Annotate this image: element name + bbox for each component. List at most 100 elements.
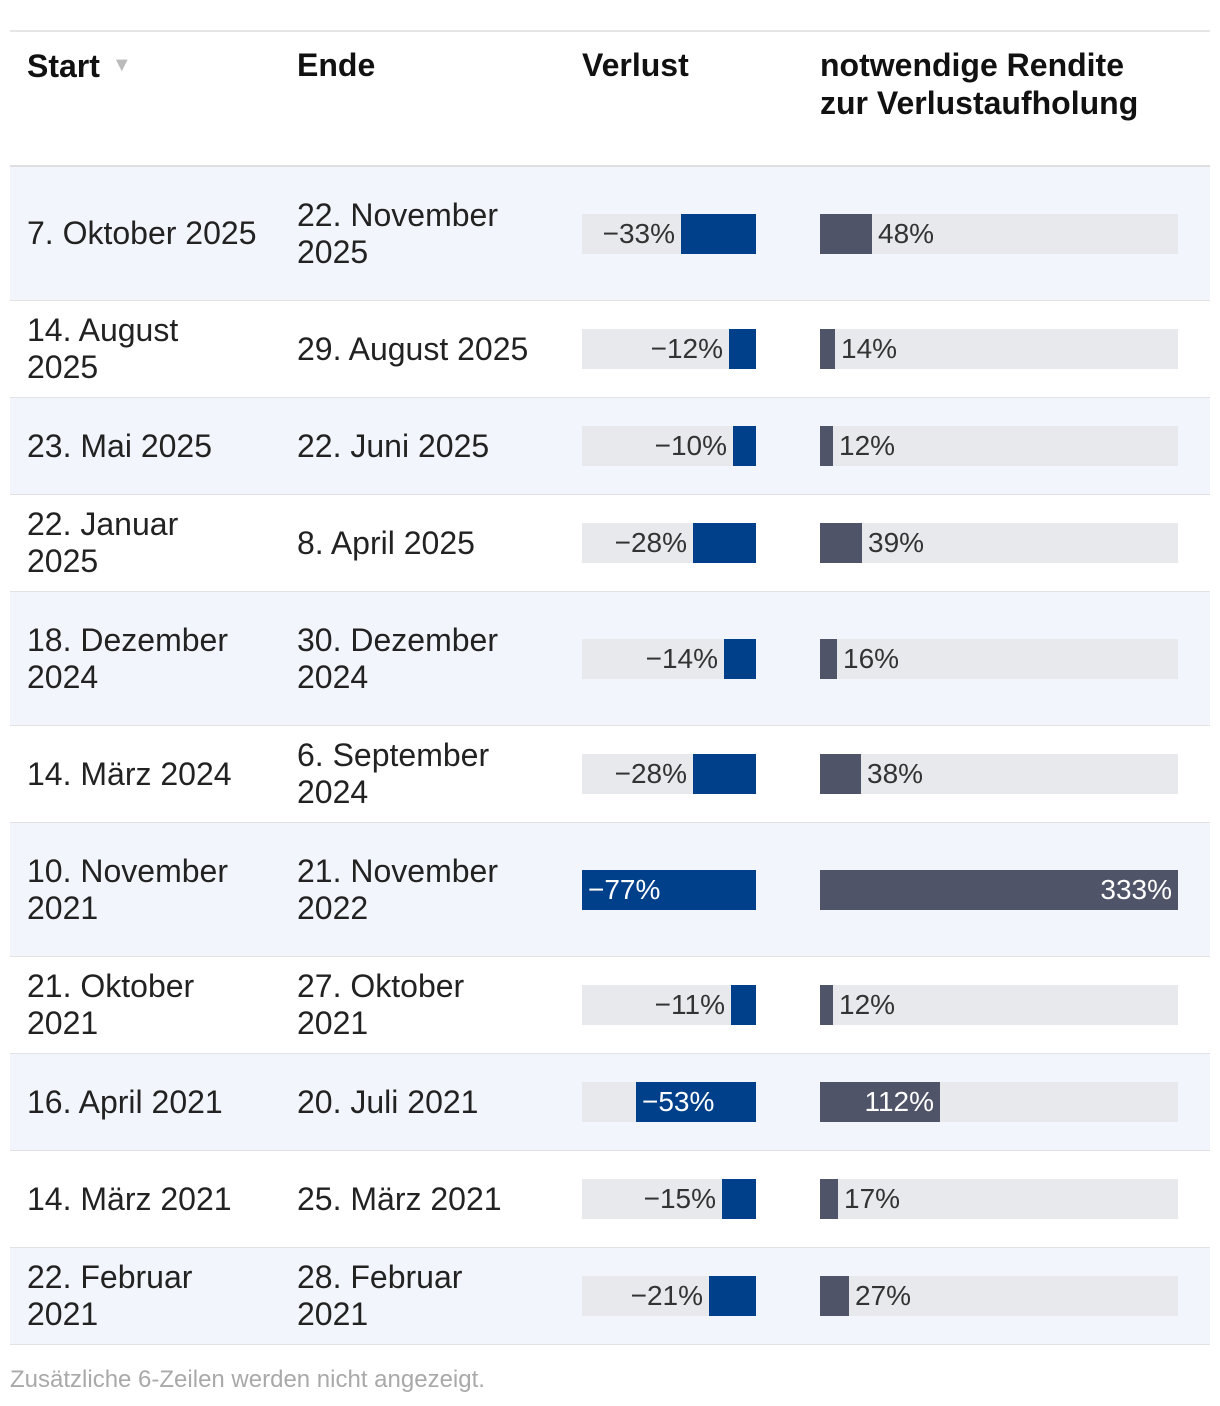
required-return-bar-track: 14%: [820, 329, 1178, 369]
start-date: 23. Mai 2025: [27, 427, 213, 464]
table-row: 18. Dezember 2024 30. Dezember 2024 −14% 16…: [10, 592, 1210, 726]
loss-bar: [582, 869, 756, 910]
required-return-bar: [820, 523, 862, 563]
required-return-value-label: 48%: [878, 217, 935, 249]
required-return-bar-track: 48%: [820, 213, 1178, 254]
end-date: 8. April 2025: [297, 524, 475, 561]
loss-bar-track: −14%: [582, 638, 756, 679]
table-body: 7. Oktober 2025 22. November 2025 −33% 48% 1…: [10, 167, 1210, 1345]
sort-descending-icon[interactable]: ▼: [111, 54, 132, 76]
loss-value-label: −12%: [650, 333, 723, 364]
table-row: 16. April 2021 20. Juli 2021 −53% 112%: [10, 1054, 1210, 1151]
required-return-bar: [820, 754, 861, 794]
table-row: 22. Januar 2025 8. April 2025 −28% 39%: [10, 495, 1210, 592]
required-return-value-label: 12%: [839, 430, 896, 461]
required-return-bar: [820, 638, 837, 679]
loss-bar-track: −12%: [582, 329, 756, 369]
table-row: 21. Oktober 2021 27. Oktober 2021 −11% 12%: [10, 957, 1210, 1054]
table-row: 14. August 2025 29. August 2025 −12% 14%: [10, 301, 1210, 398]
loss-bar-track: −53%: [582, 1082, 756, 1122]
start-date: 22. Januar 2025: [27, 506, 179, 579]
end-date: 6. September 2024: [297, 737, 490, 810]
loss-bar-track: −11%: [582, 985, 756, 1025]
required-return-bar-track: 39%: [820, 523, 1178, 563]
end-date: 22. Juni 2025: [297, 427, 490, 464]
required-return-bar-track: 17%: [820, 1179, 1178, 1219]
loss-value-label: −10%: [654, 430, 727, 461]
table-header: Start ▼ Ende Verlust notwendige Rendite z…: [10, 32, 1210, 167]
start-date: 22. Februar 2021: [27, 1259, 193, 1332]
loss-value-label: −11%: [654, 989, 725, 1020]
required-return-bar-track: 38%: [820, 754, 1178, 794]
loss-value-label: −77%: [588, 873, 661, 905]
required-return-value-label: 12%: [839, 989, 896, 1020]
loss-bar: [731, 985, 756, 1025]
table-row: 7. Oktober 2025 22. November 2025 −33% 48%: [10, 167, 1210, 301]
required-return-bar-track: 12%: [820, 426, 1178, 466]
column-header-required-return[interactable]: notwendige Rendite zur Verlustaufholung: [820, 46, 1138, 122]
end-date: 25. März 2021: [297, 1180, 502, 1217]
loss-bar-track: −28%: [582, 523, 756, 563]
loss-bar: [724, 638, 756, 679]
start-date: 14. März 2021: [27, 1180, 232, 1217]
column-header-start-label: Start: [27, 48, 100, 84]
start-date: 14. August 2025: [27, 312, 179, 385]
loss-value-label: −15%: [643, 1183, 716, 1214]
required-return-value-label: 39%: [868, 527, 925, 558]
end-date: 22. November 2025: [297, 196, 498, 270]
start-date: 10. November 2021: [27, 852, 228, 926]
end-date: 30. Dezember 2024: [297, 621, 498, 695]
loss-bar-track: −10%: [582, 426, 756, 466]
required-return-bar: [820, 1276, 849, 1316]
required-return-bar: [820, 1082, 940, 1122]
column-header-required-line1: notwendige Rendite: [820, 47, 1124, 83]
table-row: 10. November 2021 21. November 2022 −77% 33…: [10, 823, 1210, 957]
loss-bar-track: −28%: [582, 754, 756, 794]
loss-value-label: −28%: [614, 758, 687, 789]
table-row: 14. März 2024 6. September 2024 −28% 38%: [10, 726, 1210, 823]
loss-bar: [636, 1082, 756, 1122]
required-return-bar: [820, 1179, 838, 1219]
start-date: 21. Oktober 2021: [27, 968, 195, 1041]
start-date: 14. März 2024: [27, 755, 232, 792]
end-date: 21. November 2022: [297, 852, 498, 926]
loss-bar-track: −77%: [582, 869, 756, 910]
loss-bar: [729, 329, 756, 369]
column-header-end[interactable]: Ende: [297, 47, 376, 83]
end-date: 27. Oktober 2021: [297, 968, 465, 1041]
required-return-bar-track: 27%: [820, 1276, 1178, 1316]
required-return-value-label: 27%: [855, 1280, 912, 1311]
loss-value-label: −14%: [645, 642, 718, 674]
required-return-bar-track: 333%: [820, 869, 1178, 910]
drawdown-table: Start ▼ Ende Verlust notwendige Rendite z…: [10, 30, 1210, 1345]
required-return-value-label: 112%: [864, 1086, 934, 1117]
table-row: 14. März 2021 25. März 2021 −15% 17%: [10, 1151, 1210, 1248]
required-return-bar: [820, 329, 835, 369]
start-date: 16. April 2021: [27, 1083, 223, 1120]
loss-bar: [693, 754, 756, 794]
end-date: 29. August 2025: [297, 330, 529, 367]
loss-bar: [722, 1179, 756, 1219]
loss-value-label: −53%: [642, 1086, 715, 1117]
loss-bar: [709, 1276, 756, 1316]
start-date: 7. Oktober 2025: [27, 215, 257, 251]
required-return-value-label: 16%: [843, 642, 900, 674]
required-return-bar-track: 112%: [820, 1082, 1178, 1122]
start-date: 18. Dezember 2024: [27, 621, 228, 695]
loss-bar-track: −15%: [582, 1179, 756, 1219]
column-header-start[interactable]: Start ▼: [27, 46, 132, 85]
end-date: 20. Juli 2021: [297, 1083, 479, 1120]
loss-bar: [681, 213, 756, 254]
required-return-bar: [820, 213, 872, 254]
required-return-bar: [820, 985, 833, 1025]
required-return-value-label: 333%: [1100, 873, 1172, 905]
loss-bar: [693, 523, 756, 563]
required-return-bar-track: 12%: [820, 985, 1178, 1025]
required-return-bar-track: 16%: [820, 638, 1178, 679]
required-return-value-label: 38%: [867, 758, 924, 789]
required-return-value-label: 17%: [844, 1183, 901, 1214]
hidden-rows-note: Zusätzliche 6-Zeilen werden nicht angeze…: [10, 1366, 485, 1393]
table-row: 22. Februar 2021 28. Februar 2021 −21% 27%: [10, 1248, 1210, 1345]
column-header-loss[interactable]: Verlust: [582, 47, 689, 83]
loss-value-label: −28%: [614, 527, 687, 558]
